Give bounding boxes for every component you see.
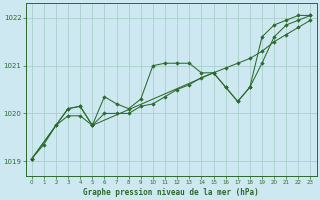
X-axis label: Graphe pression niveau de la mer (hPa): Graphe pression niveau de la mer (hPa) bbox=[83, 188, 259, 197]
